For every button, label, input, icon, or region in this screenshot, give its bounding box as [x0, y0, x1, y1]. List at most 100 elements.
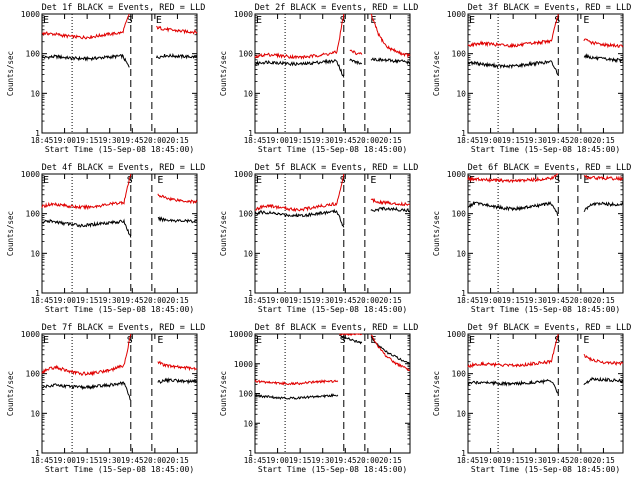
plot-frame [254, 173, 411, 294]
x-tick-label: 19:30 [311, 136, 334, 145]
marker-label-E: E [256, 175, 262, 186]
panel-title: Det 8f BLACK = Events, RED = LLD [255, 323, 419, 333]
y-tick-label: 100 [239, 50, 254, 59]
x-tick-label: 19:30 [98, 296, 121, 305]
panel-title: Det 9f BLACK = Events, RED = LLD [468, 323, 632, 333]
marker-label-E: E [256, 15, 262, 26]
marker-label-E: E [256, 335, 262, 346]
x-tick-label: 18:45 [244, 136, 267, 145]
marker-label-E: E [469, 335, 475, 346]
lld-series-line [254, 13, 345, 60]
x-tick-label: 19:00 [479, 296, 502, 305]
x-tick-label: 19:30 [524, 456, 547, 465]
y-tick-label: 1000 [447, 10, 466, 19]
panel-title: Det 7f BLACK = Events, RED = LLD [42, 323, 206, 333]
lld-series-line [42, 13, 130, 40]
x-tick-label: 19:15 [289, 296, 312, 305]
x-axis-label: Start Time (15-Sep-08 18:45:00) [258, 465, 407, 474]
x-tick-label: 18:45 [457, 296, 480, 305]
marker-label-E: E [370, 175, 376, 186]
y-axis-label: Counts/sec [6, 51, 15, 96]
x-tick-label: 20:00 [570, 136, 593, 145]
events-series-line [254, 208, 345, 228]
x-tick-label: 19:45 [547, 456, 570, 465]
y-axis-label: Counts/sec [219, 371, 228, 416]
y-tick-label: 100 [452, 370, 467, 379]
marker-label-E: E [583, 335, 589, 346]
x-tick-label: 20:15 [166, 296, 189, 305]
detector-panel-3: Det 3f BLACK = Events, RED = LLD 1 10 100 10… [432, 3, 631, 154]
x-tick-label: 19:15 [289, 136, 312, 145]
x-tick-label: 19:30 [311, 456, 334, 465]
x-tick-label: 18:45 [31, 296, 54, 305]
marker-label-E: E [469, 15, 475, 26]
y-tick-label: 1000 [234, 10, 253, 19]
x-tick-label: 19:15 [76, 296, 99, 305]
x-tick-label: 19:15 [502, 136, 525, 145]
lld-series-line [349, 49, 363, 56]
y-tick-label: 1000 [447, 330, 466, 339]
y-tick-label: 10 [243, 249, 253, 258]
lld-series-line [467, 173, 559, 184]
x-tick-label: 19:45 [121, 296, 144, 305]
y-tick-label: 10 [30, 249, 40, 258]
x-tick-label: 20:15 [592, 456, 615, 465]
y-tick-label: 10 [30, 409, 40, 418]
y-tick-label: 1 [461, 289, 466, 298]
y-tick-label: 1000 [234, 360, 253, 369]
y-tick-label: 10 [243, 419, 253, 428]
marker-label-E: E [156, 15, 162, 26]
y-tick-label: 10 [30, 89, 40, 98]
events-series-line [370, 206, 411, 213]
x-tick-label: 19:00 [53, 456, 76, 465]
marker-label-E: E [43, 175, 49, 186]
events-series-line [583, 376, 624, 386]
y-tick-label: 1000 [447, 170, 466, 179]
x-tick-label: 19:00 [266, 136, 289, 145]
marker-label-S: S [127, 175, 133, 186]
x-tick-label: 19:15 [502, 456, 525, 465]
lld-series-line [254, 379, 339, 386]
x-tick-label: 18:45 [457, 136, 480, 145]
events-series-line [157, 377, 198, 385]
x-tick-label: 19:30 [524, 136, 547, 145]
lld-series-line [583, 174, 623, 182]
panel-title: Det 4f BLACK = Events, RED = LLD [42, 163, 206, 173]
x-tick-label: 20:00 [570, 296, 593, 305]
x-tick-label: 19:45 [334, 456, 357, 465]
detector-panel-1: Det 1f BLACK = Events, RED = LLD 1 10 100 10… [6, 3, 205, 154]
x-tick-label: 19:45 [334, 136, 357, 145]
marker-label-S: S [340, 335, 346, 346]
x-tick-label: 20:15 [379, 136, 402, 145]
x-tick-label: 20:00 [357, 136, 380, 145]
plot-frame [467, 13, 624, 134]
y-axis-label: Counts/sec [219, 211, 228, 256]
y-tick-label: 10 [456, 89, 466, 98]
lld-series-line [156, 25, 198, 35]
lld-series-line [41, 333, 132, 377]
x-tick-label: 20:15 [379, 456, 402, 465]
y-tick-label: 1000 [234, 170, 253, 179]
x-tick-label: 20:00 [144, 136, 167, 145]
detector-panel-8: Det 8f BLACK = Events, RED = LLD 1 10 100 10… [219, 323, 418, 474]
x-tick-label: 19:45 [121, 136, 144, 145]
y-tick-label: 100 [26, 370, 41, 379]
y-tick-label: 1 [35, 449, 40, 458]
x-tick-label: 19:15 [76, 456, 99, 465]
x-axis-label: Start Time (15-Sep-08 18:45:00) [471, 305, 620, 314]
lld-series-line [157, 360, 198, 372]
detector-panel-2: Det 2f BLACK = Events, RED = LLD 1 10 100 10… [219, 3, 418, 154]
y-tick-label: 1 [248, 289, 253, 298]
y-axis-label: Counts/sec [6, 371, 15, 416]
panel-title: Det 3f BLACK = Events, RED = LLD [468, 3, 632, 13]
events-series-line [467, 60, 559, 76]
plot-frame [41, 173, 198, 294]
x-tick-label: 20:15 [379, 296, 402, 305]
x-tick-label: 19:00 [53, 296, 76, 305]
x-tick-label: 19:00 [266, 296, 289, 305]
x-tick-label: 19:00 [266, 456, 289, 465]
y-tick-label: 100 [239, 210, 254, 219]
y-axis-label: Counts/sec [432, 51, 441, 96]
x-tick-label: 20:00 [357, 456, 380, 465]
marker-label-S: S [127, 15, 133, 26]
